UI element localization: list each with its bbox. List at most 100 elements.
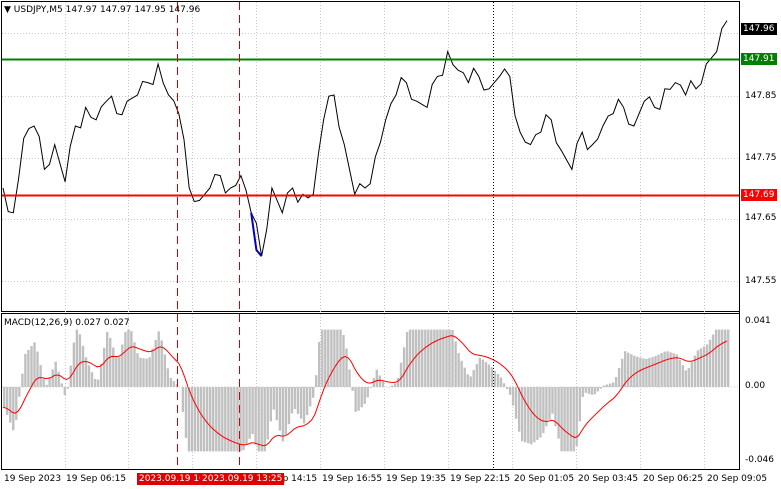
macd-bar (145, 358, 148, 387)
macd-bar (278, 387, 282, 431)
macd-bar (536, 387, 539, 440)
macd-bar (227, 387, 230, 452)
time-tick: 20 Sep 03:45 (578, 474, 639, 484)
macd-bar (148, 357, 151, 387)
macd-bar (363, 387, 366, 404)
macd-bar (315, 375, 318, 387)
macd-bar (578, 387, 581, 422)
macd-bar (624, 351, 627, 387)
macd-bar (339, 329, 342, 387)
macd-bar (727, 329, 730, 387)
macd-bar (714, 329, 718, 387)
macd-bar (493, 370, 497, 387)
macd-bar (42, 378, 45, 387)
macd-bar (563, 387, 566, 452)
macd-bar (678, 359, 681, 387)
macd-bar (96, 379, 100, 387)
macd-bar (390, 385, 394, 387)
macd-bar (36, 351, 39, 387)
time-tick: 19 Sep 14:15 (257, 474, 318, 484)
macd-bar (427, 329, 430, 387)
macd-bar (542, 387, 545, 434)
macd-bar (81, 345, 85, 387)
macd-bar (224, 387, 227, 452)
macd-bar (663, 351, 666, 387)
macd-bar (281, 387, 285, 442)
macd-bar (587, 387, 591, 394)
macd-bar (466, 374, 469, 387)
macd-bar (275, 387, 278, 421)
time-tick: 20 Sep 01:05 (514, 474, 575, 484)
macd-bar (257, 387, 260, 452)
macd-bar (502, 383, 506, 387)
price-tick: 147.75 (745, 153, 777, 163)
macd-bar (312, 387, 315, 398)
macd-bar (218, 387, 221, 452)
time-tick: 19 Sep 19:35 (386, 474, 447, 484)
macd-scale-top: 0.041 (745, 316, 771, 326)
macd-bar (708, 339, 712, 387)
macd-bar (115, 357, 118, 387)
macd-bar (463, 367, 466, 387)
macd-bar (175, 384, 179, 387)
macd-bar (505, 387, 509, 390)
macd-bar (621, 358, 624, 387)
macd-bar (657, 354, 660, 387)
macd-bar (3, 387, 6, 408)
red-level-badge: 147.69 (741, 189, 777, 201)
macd-bar (290, 387, 294, 414)
macd-bar (296, 387, 300, 414)
macd-bar (724, 329, 727, 387)
macd-bar (720, 329, 724, 387)
macd-bar (127, 329, 130, 387)
macd-bar (421, 329, 424, 387)
macd-bar (412, 329, 415, 387)
macd-bar (514, 387, 518, 419)
macd-bar (133, 342, 136, 387)
macd-bar (518, 387, 521, 432)
macd-scale-zero: 0.00 (745, 381, 766, 391)
macd-bar (121, 344, 124, 387)
macd-bar (215, 387, 218, 452)
macd-bar (48, 377, 51, 387)
macd-bar (248, 387, 251, 439)
macd-bar (705, 344, 709, 387)
macd-bar (27, 350, 30, 387)
ohlc-values: 147.97 147.97 147.95 147.96 (65, 5, 201, 15)
macd-histogram (3, 329, 730, 452)
macd-bar (112, 347, 115, 387)
macd-bar (527, 387, 530, 444)
macd-bar (157, 331, 160, 387)
macd-bar (309, 387, 312, 407)
macd-bar (633, 355, 636, 387)
macd-bar (166, 368, 169, 387)
macd-signal-line (2, 335, 728, 447)
macd-bar (545, 387, 548, 427)
macd-bar (199, 387, 203, 452)
dropdown-icon[interactable]: ▼ (4, 5, 11, 15)
price-tick: 147.65 (745, 213, 777, 223)
macd-bar (160, 340, 163, 387)
macd-bar (569, 387, 572, 452)
macd-label: MACD(12,26,9) (4, 318, 73, 328)
macd-bar (239, 387, 242, 452)
macd-bar (690, 361, 693, 387)
macd-bar (345, 348, 348, 387)
macd-bar (266, 387, 269, 440)
macd-bar (590, 387, 594, 395)
macd-bar (151, 348, 154, 387)
macd-bar (617, 367, 621, 387)
macd-bar (333, 329, 336, 387)
time-marker-2: 2023.09.19 13:25 (200, 473, 285, 485)
macd-bar (399, 362, 403, 387)
macd-bar (269, 387, 272, 422)
macd-bar (548, 387, 551, 420)
macd-bar (272, 387, 275, 410)
macd-bar (109, 338, 112, 387)
macd-bar (445, 329, 448, 387)
macd-bar (481, 359, 484, 387)
macd-bar (15, 387, 18, 420)
time-tick: 19 Sep 2023 (4, 474, 62, 484)
macd-bar (66, 387, 69, 389)
macd-bar (566, 387, 569, 452)
